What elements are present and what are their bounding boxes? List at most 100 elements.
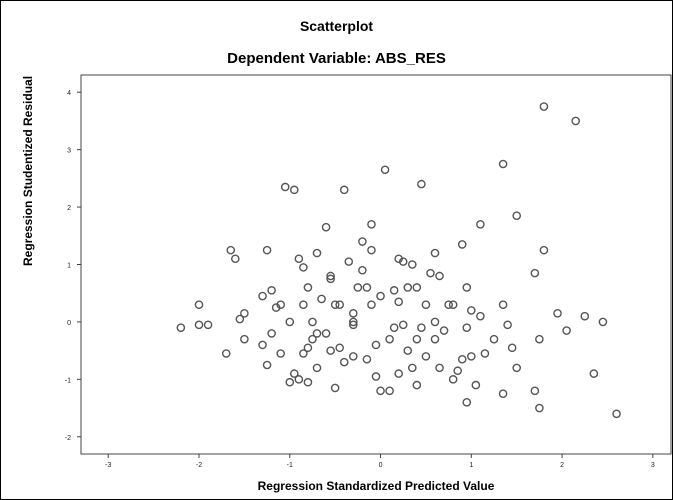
data-point xyxy=(530,268,540,278)
data-point xyxy=(535,334,544,344)
data-point xyxy=(367,220,376,229)
data-point xyxy=(276,349,285,358)
data-point xyxy=(385,386,394,396)
data-point xyxy=(444,300,453,309)
data-point xyxy=(417,323,426,332)
data-point xyxy=(389,323,399,332)
data-point xyxy=(344,257,354,266)
data-point xyxy=(462,283,472,292)
data-point xyxy=(308,334,317,344)
y-axis-label: Regression Studentized Residual xyxy=(21,75,35,266)
data-point xyxy=(221,349,231,358)
data-point xyxy=(349,320,358,330)
data-point xyxy=(294,375,304,384)
data-point xyxy=(512,363,521,373)
x-tick-label: 1 xyxy=(469,462,473,469)
data-point xyxy=(299,263,308,272)
data-point xyxy=(326,346,335,355)
data-point xyxy=(398,257,408,266)
data-point xyxy=(358,265,367,275)
data-point xyxy=(507,343,517,353)
data-point xyxy=(394,297,403,307)
data-point xyxy=(430,248,440,258)
data-point xyxy=(408,363,417,373)
data-point xyxy=(380,165,390,175)
data-point xyxy=(376,386,385,396)
data-point xyxy=(240,309,249,318)
data-point xyxy=(294,254,304,264)
x-tick-label: 0 xyxy=(379,462,383,469)
data-point xyxy=(290,185,299,195)
x-tick-label: 3 xyxy=(651,462,655,469)
data-point xyxy=(321,222,331,232)
data-point xyxy=(385,334,394,344)
data-point xyxy=(267,329,276,338)
data-point xyxy=(330,383,340,393)
data-point xyxy=(276,300,285,309)
data-point xyxy=(421,352,431,361)
data-point xyxy=(412,334,422,344)
data-point xyxy=(471,380,481,390)
data-point xyxy=(303,377,313,387)
data-point xyxy=(503,320,512,330)
data-point xyxy=(457,240,467,249)
data-point xyxy=(258,340,267,350)
y-tick-label: 1 xyxy=(67,263,71,270)
data-point xyxy=(362,354,372,364)
data-point xyxy=(326,274,335,284)
data-point xyxy=(240,334,249,344)
data-point xyxy=(326,271,335,281)
data-point xyxy=(435,271,444,281)
data-point xyxy=(303,343,313,353)
data-point xyxy=(371,372,381,381)
data-point xyxy=(280,182,290,192)
data-point xyxy=(367,300,376,309)
data-point xyxy=(403,346,413,355)
data-point xyxy=(358,237,367,246)
data-point xyxy=(321,329,331,338)
data-point xyxy=(426,268,435,278)
data-point xyxy=(312,363,322,373)
data-point xyxy=(262,360,272,370)
data-point xyxy=(467,352,476,361)
data-point xyxy=(312,329,322,338)
chart-subtitle: Dependent Variable: ABS_RES xyxy=(227,50,446,67)
data-point xyxy=(462,323,472,332)
data-point xyxy=(339,357,349,367)
data-point xyxy=(612,409,621,419)
y-tick-label: -2 xyxy=(65,435,71,442)
data-point xyxy=(467,306,476,315)
data-point xyxy=(589,369,599,378)
data-point xyxy=(335,343,344,353)
y-tick-label: 3 xyxy=(67,148,71,155)
data-point xyxy=(176,323,186,332)
data-point xyxy=(421,300,431,309)
data-point xyxy=(353,283,363,292)
data-point xyxy=(339,185,349,195)
data-point xyxy=(530,386,540,396)
data-point xyxy=(349,352,358,361)
data-point xyxy=(194,300,204,309)
data-point xyxy=(448,375,458,384)
data-point xyxy=(462,398,472,407)
y-tick-label: 4 xyxy=(67,90,71,97)
plot-area xyxy=(80,74,672,455)
data-point xyxy=(435,363,444,373)
data-point xyxy=(290,369,299,378)
data-point xyxy=(571,116,580,126)
data-point xyxy=(226,245,236,255)
data-point xyxy=(457,354,467,364)
data-point xyxy=(398,320,408,330)
data-point xyxy=(349,317,358,327)
data-point xyxy=(476,311,485,321)
chart-title: Scatterplot xyxy=(299,18,374,34)
data-point xyxy=(389,286,399,295)
y-tick-label: 0 xyxy=(67,320,71,327)
data-point xyxy=(376,291,385,301)
data-point xyxy=(285,317,295,327)
data-point xyxy=(285,377,295,387)
data-point xyxy=(308,317,317,327)
data-point xyxy=(535,403,544,413)
